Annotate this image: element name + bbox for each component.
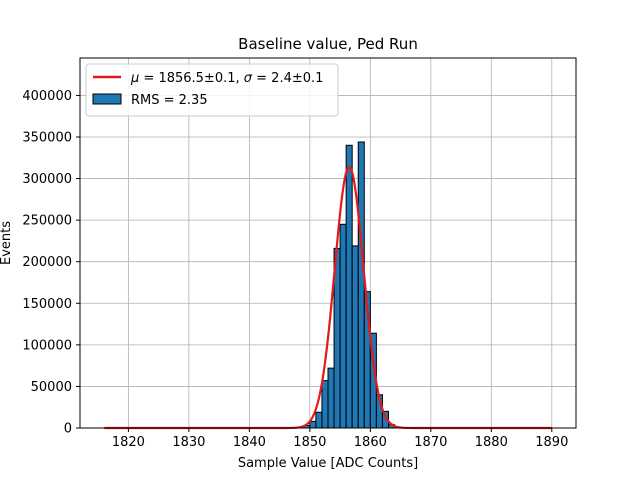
legend: μ = 1856.5±0.1, σ = 2.4±0.1 RMS = 2.35 xyxy=(85,63,339,117)
legend-mu-value: = 1856.5±0.1, xyxy=(139,71,243,86)
y-tick-label: 100000 xyxy=(22,338,72,353)
y-axis-ticks: 0 50000 100000 150000 200000 250000 300000 3500… xyxy=(22,89,80,437)
y-tick-label: 150000 xyxy=(22,297,72,312)
chart-title: Baseline value, Ped Run xyxy=(238,35,418,53)
legend-sigma-value: = 2.4±0.1 xyxy=(252,71,323,86)
legend-fit-label: μ = 1856.5±0.1, σ = 2.4±0.1 xyxy=(130,71,323,86)
y-tick-label: 250000 xyxy=(22,214,72,229)
y-tick-label: 300000 xyxy=(22,172,72,187)
x-tick-label: 1850 xyxy=(293,435,326,450)
y-tick-label: 200000 xyxy=(22,255,72,270)
x-tick-label: 1840 xyxy=(233,435,266,450)
histogram-bar xyxy=(315,411,323,429)
y-tick-label: 50000 xyxy=(31,380,72,395)
x-tick-label: 1880 xyxy=(475,435,508,450)
histogram-bar xyxy=(351,245,359,429)
histogram-bar xyxy=(345,144,353,429)
legend-hist-label: RMS = 2.35 xyxy=(131,93,208,108)
plot-frame xyxy=(79,57,577,429)
histogram-bar xyxy=(327,367,335,429)
legend-box xyxy=(85,63,339,117)
y-tick-label: 400000 xyxy=(22,89,72,104)
x-tick-label: 1860 xyxy=(354,435,387,450)
x-tick-label: 1870 xyxy=(414,435,447,450)
histogram-bars xyxy=(303,141,396,429)
histogram-bar xyxy=(309,420,317,429)
x-tick-label: 1830 xyxy=(172,435,205,450)
y-tick-label: 350000 xyxy=(22,130,72,145)
y-tick-label: 0 xyxy=(64,422,72,437)
histogram-bar xyxy=(321,380,329,429)
x-tick-label: 1890 xyxy=(535,435,568,450)
y-axis-label: Events xyxy=(0,221,14,265)
legend-sigma-symbol: σ xyxy=(244,71,253,86)
x-axis-ticks: 1820 1830 1840 1850 1860 1870 1880 1890 xyxy=(112,428,568,450)
histogram-bar xyxy=(339,223,347,429)
x-axis-label: Sample Value [ADC Counts] xyxy=(238,456,418,471)
legend-hist-swatch xyxy=(92,93,122,105)
x-tick-label: 1820 xyxy=(112,435,145,450)
legend-mu-symbol: μ xyxy=(130,71,139,86)
histogram-bar xyxy=(357,141,365,429)
